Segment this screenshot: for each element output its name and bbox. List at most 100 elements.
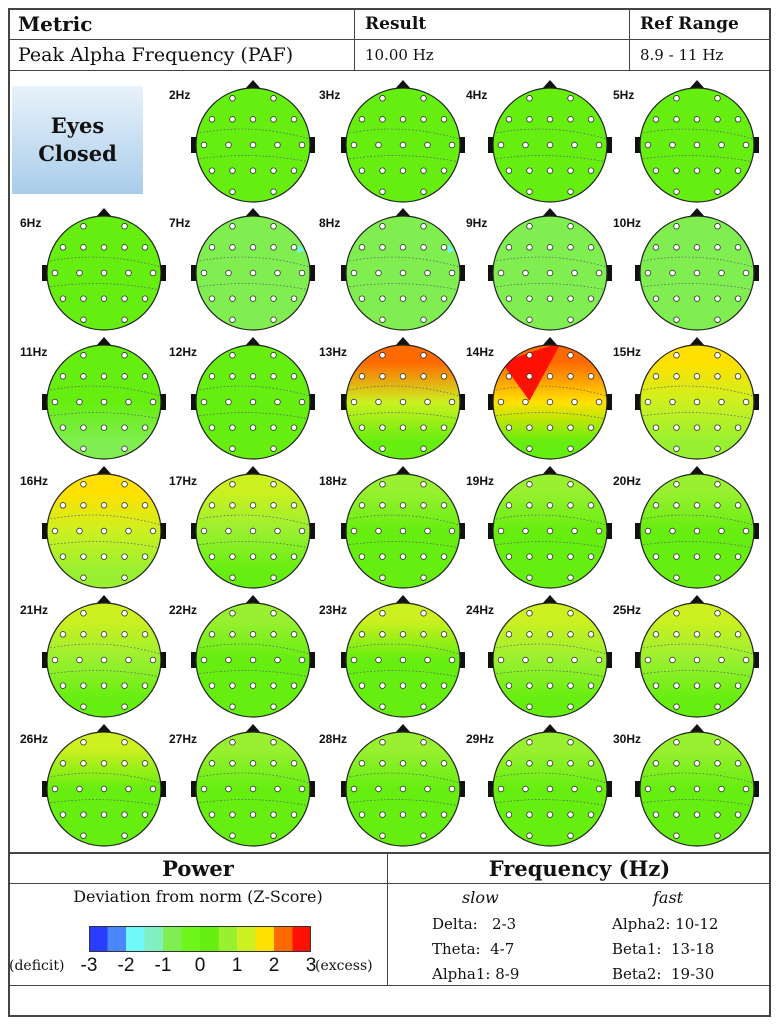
electrode [526, 811, 533, 818]
electrode [80, 760, 87, 767]
electrode [80, 832, 87, 839]
electrode [121, 352, 128, 359]
nose-marker [395, 724, 411, 733]
nose-marker [542, 595, 558, 604]
electrode [526, 352, 533, 359]
electrode [270, 223, 277, 230]
electrode [80, 373, 87, 380]
electrode [358, 760, 366, 767]
electrode [270, 553, 277, 560]
electrode [567, 481, 574, 488]
nose-marker [542, 466, 558, 475]
left-ear-marker [635, 394, 641, 410]
frequency-title: Frequency (Hz) [488, 856, 671, 881]
electrode [121, 574, 128, 581]
electrode [652, 682, 660, 689]
right-ear-marker [606, 394, 612, 410]
electrode [149, 269, 157, 277]
electrode [121, 760, 128, 767]
electrode [350, 527, 358, 535]
electrode [121, 739, 128, 746]
electrode [358, 682, 366, 689]
slow-band: Alpha1: 8-9 [432, 965, 520, 983]
electrode [526, 316, 533, 323]
electrode [424, 398, 431, 406]
colorbar-tick: -1 [154, 955, 172, 976]
colorbar-tick: -2 [117, 955, 135, 976]
electrode [693, 424, 701, 431]
electrode [399, 760, 407, 767]
electrode [358, 502, 366, 509]
topomap-5Hz [635, 80, 759, 203]
colorbar-swatch [89, 926, 108, 952]
electrode [734, 631, 742, 638]
electrode [567, 424, 574, 431]
electrode [379, 610, 386, 617]
ref-range-header: Ref Range [630, 8, 771, 40]
electrode [379, 95, 386, 102]
electrode [290, 373, 298, 380]
electrode [229, 553, 236, 560]
electrode [125, 527, 132, 535]
electrode [669, 141, 676, 149]
electrode [567, 445, 574, 452]
electrode [399, 295, 407, 302]
electrode [448, 269, 456, 277]
electrode [567, 832, 574, 839]
electrode [424, 269, 431, 277]
right-ear-marker [309, 265, 315, 281]
electrode [225, 785, 232, 793]
electrode [595, 527, 603, 535]
contour-line [346, 256, 460, 291]
electrode [546, 116, 554, 123]
electrode [673, 116, 680, 123]
contour-line [47, 514, 161, 549]
electrode [298, 656, 306, 664]
frequency-label: 30Hz [613, 732, 642, 746]
topomap-15Hz [635, 337, 759, 460]
electrode [59, 553, 67, 560]
electrode [440, 502, 448, 509]
electrode [379, 424, 386, 431]
electrode [652, 167, 660, 174]
electrode [734, 682, 742, 689]
contour-line [640, 643, 754, 678]
electrode [249, 167, 257, 174]
electrode [734, 760, 742, 767]
electrode [526, 295, 533, 302]
electrode [714, 703, 721, 710]
electrode [693, 398, 701, 406]
electrode [379, 445, 386, 452]
electrode [270, 610, 277, 617]
colorbar-tick: 1 [231, 955, 243, 976]
contour-line [346, 772, 460, 807]
electrode [290, 553, 298, 560]
nose-marker [689, 337, 705, 346]
electrode [379, 811, 386, 818]
left-ear-marker [341, 781, 347, 797]
nose-marker [96, 337, 112, 346]
right-ear-marker [606, 781, 612, 797]
nose-marker [689, 80, 705, 89]
left-ear-marker [191, 523, 197, 539]
electrode [270, 703, 277, 710]
electrode [546, 502, 554, 509]
electrode [673, 610, 680, 617]
electrode [229, 682, 236, 689]
electrode [141, 295, 149, 302]
electrode [567, 610, 574, 617]
electrode [59, 682, 67, 689]
right-ear-marker [309, 781, 315, 797]
contour-line [640, 128, 754, 163]
left-ear-marker [42, 781, 48, 797]
electrode [249, 141, 257, 149]
electrode [399, 682, 407, 689]
electrode [440, 373, 448, 380]
left-ear-marker [488, 781, 494, 797]
topomap-24Hz [488, 595, 612, 718]
topomap-4Hz [488, 80, 612, 203]
electrode [714, 116, 721, 123]
electrode [208, 116, 216, 123]
electrode [121, 811, 128, 818]
electrode [567, 373, 574, 380]
